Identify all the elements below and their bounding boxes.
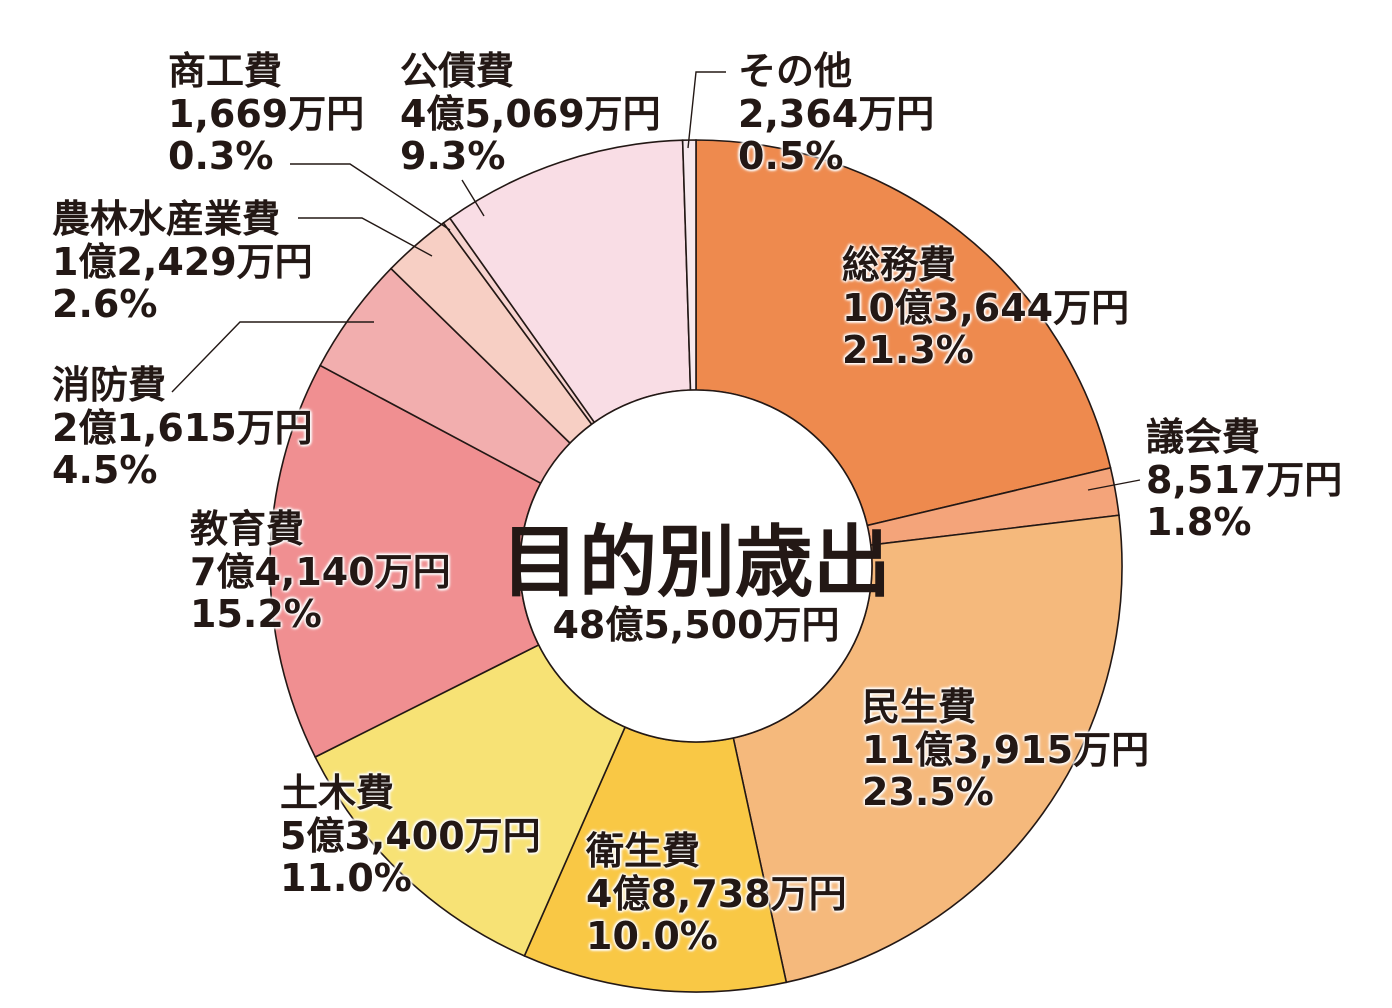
leader-kosai — [461, 179, 485, 217]
total-amount: 48億5,500万円 — [552, 603, 840, 647]
slice-amount: 8,517万円 — [1146, 457, 1343, 502]
slice-amount: 10億3,644万円 — [842, 285, 1130, 330]
slice-amount: 1,669万円 — [168, 91, 365, 136]
label-minsei: 民生費 11億3,915万円 23.5% — [862, 686, 1149, 814]
label-kyoiku: 教育費 7億4,140万円 15.2% — [190, 508, 451, 636]
slice-percent: 9.3% — [400, 134, 506, 179]
leader-shobo — [171, 321, 374, 393]
leader-shoko — [290, 163, 451, 231]
label-doboku: 土木費 5億3,400万円 11.0% — [280, 772, 541, 900]
label-gikai: 議会費 8,517万円 1.8% — [1146, 416, 1342, 544]
slice-amount: 2億1,615万円 — [52, 405, 313, 450]
slice-name: その他 — [738, 49, 853, 93]
slice-name: 教育費 — [190, 507, 305, 551]
slice-name: 民生費 — [862, 685, 977, 729]
slice-percent: 1.8% — [1146, 500, 1252, 545]
slice-percent: 21.3% — [842, 328, 974, 373]
donut-hole — [519, 389, 873, 743]
slice-name: 土木費 — [280, 771, 395, 815]
slice-name: 総務費 — [842, 243, 957, 287]
slice-percent: 2.6% — [52, 282, 158, 327]
label-eisei: 衛生費 4億8,738万円 10.0% — [586, 830, 847, 958]
label-norin: 農林水産業費 1億2,429万円 2.6% — [52, 198, 313, 326]
slice-amount: 4億5,069万円 — [400, 91, 661, 136]
slice-name: 衛生費 — [586, 829, 701, 873]
leader-gikai — [1087, 479, 1141, 491]
slice-name: 農林水産業費 — [52, 197, 281, 241]
slice-amount: 5億3,400万円 — [280, 813, 541, 858]
leader-norin — [298, 217, 433, 257]
slice-name: 議会費 — [1146, 415, 1261, 459]
slice-amount: 11億3,915万円 — [862, 727, 1150, 772]
slice-name: 商工費 — [168, 49, 283, 93]
label-shobo: 消防費 2億1,615万円 4.5% — [52, 364, 313, 492]
chart-title: 目的別歳出 — [500, 518, 891, 608]
slice-name: 公債費 — [400, 49, 515, 93]
slice-name: 消防費 — [52, 363, 167, 407]
slice-amount: 7億4,140万円 — [190, 549, 451, 594]
slice-percent: 0.3% — [168, 134, 274, 179]
slice-percent: 10.0% — [586, 914, 718, 959]
slice-percent: 15.2% — [190, 592, 322, 637]
slice-amount: 2,364万円 — [738, 91, 935, 136]
label-kosai: 公債費 4億5,069万円 9.3% — [400, 50, 661, 178]
slice-percent: 11.0% — [280, 856, 412, 901]
label-shoko: 商工費 1,669万円 0.3% — [168, 50, 364, 178]
slice-percent: 4.5% — [52, 448, 158, 493]
slice-percent: 0.5% — [738, 134, 844, 179]
slice-percent: 23.5% — [862, 770, 994, 815]
slice-amount: 1億2,429万円 — [52, 239, 313, 284]
label-sonota: その他 2,364万円 0.5% — [738, 50, 934, 178]
label-somu: 総務費 10億3,644万円 21.3% — [842, 244, 1129, 372]
leader-sonota — [687, 71, 726, 149]
slice-amount: 4億8,738万円 — [586, 871, 847, 916]
